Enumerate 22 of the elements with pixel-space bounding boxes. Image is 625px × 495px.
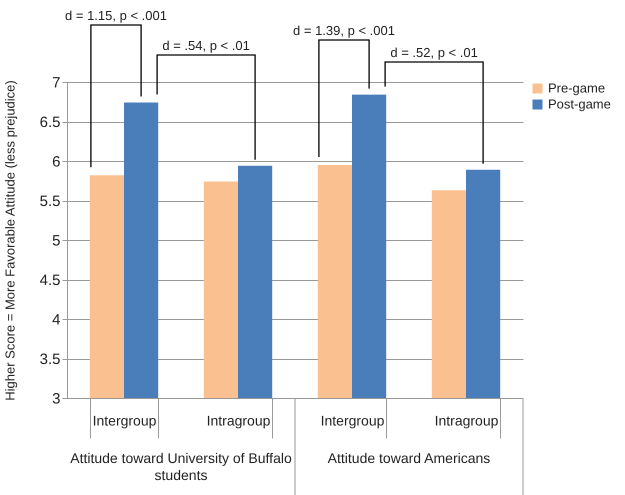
y-tick-label: 6 bbox=[52, 154, 60, 170]
x-tick-label: Intergroup bbox=[320, 412, 385, 428]
text: Attitude toward University of Buffalo students bbox=[69, 450, 293, 484]
text: d = 1.15, p < .001 bbox=[65, 8, 167, 23]
y-tick-label: 4.5 bbox=[40, 272, 60, 289]
text: d = .54, p < .01 bbox=[162, 38, 250, 53]
text: d = 1.39, p < .001 bbox=[293, 23, 395, 38]
y-tick-label: 5 bbox=[52, 232, 60, 250]
x-tick-label: Intergroup bbox=[92, 412, 157, 428]
y-tick-label: 5.5 bbox=[40, 193, 60, 210]
x-tick-label: Intragroup bbox=[434, 412, 499, 428]
legend-label: Post-game bbox=[548, 96, 611, 112]
text: d = .52, p < .01 bbox=[390, 45, 478, 60]
y-tick-label: 4 bbox=[52, 312, 60, 328]
y-axis-title: Higher Score = More Favorable Attitude (less prejudice) bbox=[2, 80, 18, 401]
y-tick-label: 3.5 bbox=[40, 351, 60, 368]
legend-label: Pre-game bbox=[548, 80, 606, 96]
y-tick-label: 3 bbox=[52, 390, 60, 408]
y-tick-label: 6.5 bbox=[40, 114, 60, 131]
x-tick-label: Intragroup bbox=[206, 412, 271, 428]
y-tick-label: 7 bbox=[52, 74, 60, 92]
text: Attitude toward Americans bbox=[326, 450, 492, 467]
